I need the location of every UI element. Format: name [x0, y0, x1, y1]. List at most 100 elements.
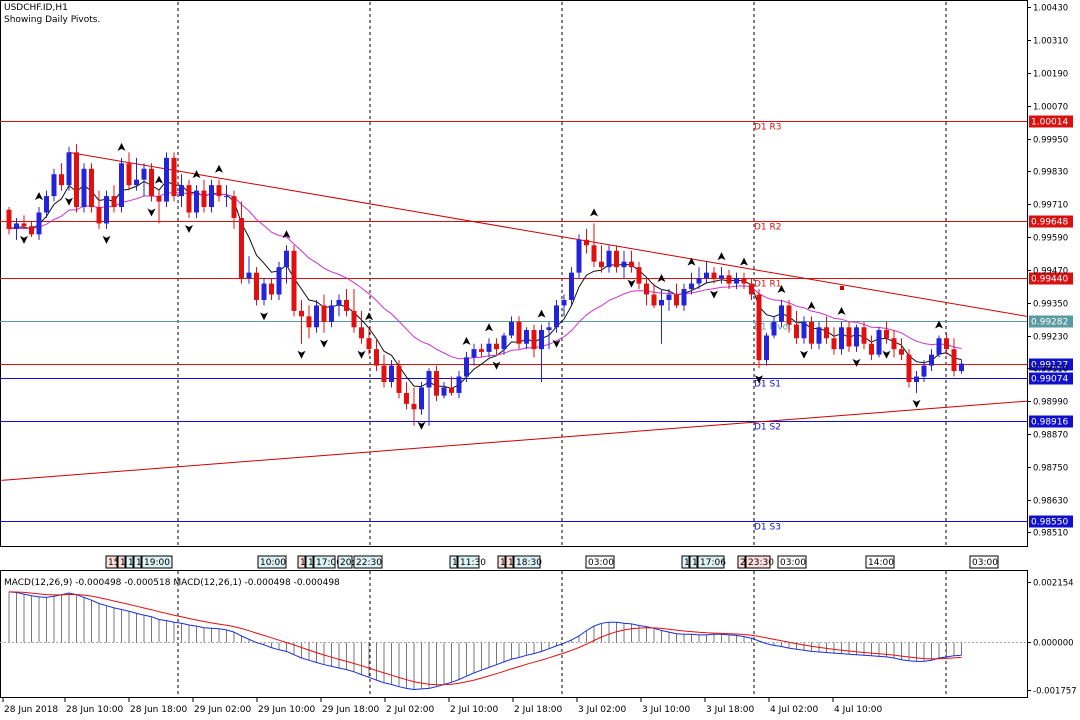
price-tick-label: 1.00190 [1033, 70, 1068, 80]
candle-body [134, 179, 139, 186]
candle-body [456, 376, 462, 393]
time-marker-box [745, 555, 771, 569]
time-marker-label: 1 [136, 558, 142, 568]
time-label: 2 Jul 10:00 [450, 705, 499, 715]
time-label: 4 Jul 10:00 [834, 705, 883, 715]
fractal-down-arrow [710, 290, 718, 299]
candle-body [149, 168, 154, 197]
candle-body [59, 174, 64, 186]
macd-tick-label: -0.001757 [1033, 687, 1077, 697]
macd-pane-frame [0, 570, 1028, 698]
candle-body [599, 261, 604, 268]
candle-body [29, 226, 34, 235]
candle-body [839, 327, 844, 350]
time-marker-label: 1 [684, 558, 690, 568]
time-marker-box [681, 555, 690, 569]
pivot-price-tag [1029, 272, 1073, 285]
fractal-down-arrow [417, 421, 426, 430]
price-tick-label: 0.98510 [1033, 529, 1068, 539]
fractal-up-arrow [590, 208, 598, 217]
candle-body [366, 338, 372, 350]
candle-body [426, 371, 432, 388]
candle-body [126, 163, 132, 186]
candle-body [471, 349, 477, 358]
price-axis: 1.00014 0.99648 0.99440 0.99282 0.99074 0.989… [1027, 4, 1073, 539]
candle-body [711, 272, 717, 279]
pivot-label: D1 R2 [754, 223, 782, 233]
time-label: 28 Jun 10:00 [66, 705, 123, 715]
time-marker-label: 23:30 [748, 558, 774, 568]
price-tick-label: 0.99590 [1033, 234, 1068, 244]
candle-body [681, 289, 687, 306]
candle-body [231, 196, 237, 218]
fractal-up-arrow [35, 192, 43, 201]
candle-body [396, 365, 402, 393]
candle-body [524, 330, 529, 344]
candle-body [726, 275, 732, 284]
candle-body [359, 327, 364, 339]
time-marker-box [337, 555, 353, 569]
price-pane-frame [0, 0, 1028, 547]
candle-body [389, 365, 394, 382]
candle-body [569, 272, 574, 300]
time-marker-label: 03:00 [972, 558, 998, 568]
fractal-down-arrow [260, 312, 268, 321]
candle-body [434, 371, 439, 396]
fractal-down-arrow [65, 197, 73, 206]
fractal-down-arrow [357, 350, 366, 359]
candle-body [404, 392, 409, 404]
candle-body [696, 278, 702, 284]
candle-body [576, 239, 582, 273]
fractal-down-arrow [552, 339, 561, 348]
candle-body [44, 196, 49, 213]
candle-body [284, 250, 289, 268]
pivot-price-tag [1029, 372, 1073, 385]
pivot-label: D1 R1 [754, 280, 782, 290]
candle-body [246, 272, 252, 279]
candle-body [171, 157, 177, 197]
price-tick-label: 0.98630 [1033, 497, 1068, 507]
candle-body [141, 168, 147, 180]
candle-body [89, 168, 94, 208]
candle-body [749, 283, 754, 295]
candle-body [861, 327, 867, 344]
macd-tick-label: 0.000000 [1033, 639, 1074, 649]
time-marker-label: 22:30 [356, 558, 382, 568]
candle-body [606, 250, 612, 268]
time-marker-label: 1 [508, 558, 514, 568]
macd-line [8, 591, 962, 691]
time-marker-box [969, 555, 999, 569]
pivot-price-tag-label: 0.99074 [1031, 375, 1068, 385]
symbol-title: USDCHF.ID,H1 [4, 3, 68, 13]
candle-body [831, 338, 837, 350]
fractal-down-arrow [852, 358, 861, 367]
time-marker-box [313, 555, 336, 569]
candle-body [119, 163, 124, 208]
candle-body [734, 278, 739, 284]
time-marker-box [457, 555, 480, 569]
candle-body [816, 327, 822, 344]
candle-body [299, 310, 304, 317]
macd-indicator [0, 591, 1027, 691]
time-marker-label: 10:00 [260, 558, 286, 568]
time-marker-box [141, 555, 173, 569]
candle-body [951, 349, 957, 372]
price-tick-label: 1.00310 [1033, 37, 1068, 47]
fractal-down-arrow [185, 224, 193, 233]
candle-body [584, 239, 589, 246]
candle-body [464, 357, 469, 377]
time-marker-box [125, 555, 134, 569]
time-marker-label: 03:00 [780, 558, 806, 568]
time-marker-box [305, 555, 314, 569]
candle-body [201, 190, 207, 208]
time-marker-box [865, 555, 895, 569]
price-tick-label: 0.98990 [1033, 398, 1068, 408]
candle-body [741, 278, 747, 284]
candle-body [636, 267, 642, 284]
time-label: 29 Jun 18:00 [322, 705, 379, 715]
fractal-down-arrow [320, 339, 328, 348]
macd-title: MACD(12,26,9) -0.000498 -0.000518 MACD(1… [4, 578, 340, 588]
candle-body [921, 365, 927, 377]
candle-body [239, 217, 244, 279]
